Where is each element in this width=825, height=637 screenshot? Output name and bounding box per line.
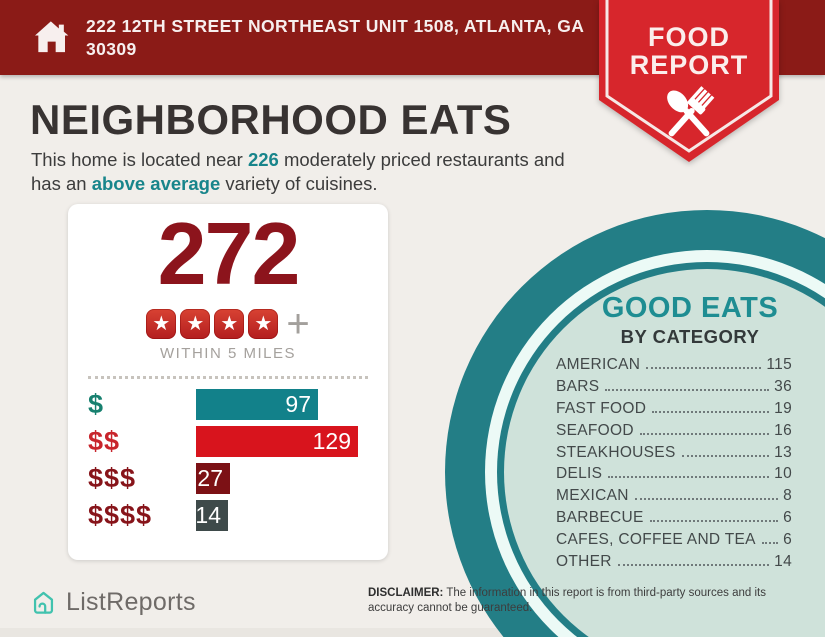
dot-leader <box>617 564 770 567</box>
dot-leader <box>646 367 762 369</box>
price-level-label: $ <box>88 389 105 419</box>
category-count: 115 <box>766 356 792 373</box>
category-label: SEAFOOD <box>556 421 634 439</box>
plus-icon: + <box>286 302 310 346</box>
radius-label: WITHIN 5 MILES <box>159 345 296 362</box>
good-eats-subtitle: BY CATEGORY <box>620 326 760 347</box>
category-row: CAFES, COFFEE AND TEA 6 <box>556 531 792 553</box>
badge-text-food: FOOD <box>648 22 730 52</box>
restaurant-summary-card: 272 ★ ★ ★ ★ + WITHIN 5 MILES $97 $$ 129 $$$ 27 $$… <box>68 204 388 560</box>
disclaimer-text: The information in this report is from t… <box>368 587 766 615</box>
category-row: MEXICAN 8 <box>556 487 792 509</box>
variety-rating: above average <box>91 173 221 195</box>
category-row: BARBECUE 6 <box>556 509 792 531</box>
intro-sentence: This home is located near 226 moderately… <box>31 148 596 197</box>
category-count: 6 <box>783 531 792 549</box>
bar-row-$$$$: $$$$ 14 <box>88 500 368 531</box>
category-count: 36 <box>774 377 792 395</box>
category-label: FAST FOOD <box>556 399 647 417</box>
bar-fill: 97 <box>196 389 318 420</box>
food-report-badge: FOOD REPORT <box>599 0 779 164</box>
category-row: STEAKHOUSES 13 <box>556 444 792 466</box>
category-row: SEAFOOD 16 <box>556 422 792 444</box>
disclaimer-label: DISCLAIMER: <box>368 587 444 599</box>
bar-row-$$$: $$$ 27 <box>88 463 368 494</box>
restaurant-count: 226 <box>247 149 279 170</box>
property-address: 222 12TH STREET NORTHEAST UNIT 1508, ATL… <box>86 15 584 59</box>
star-icon: ★ <box>248 309 279 339</box>
dot-leader <box>634 498 779 501</box>
brand-name: ListReports <box>66 588 196 616</box>
category-count: 10 <box>774 465 792 483</box>
price-level-label: $$ <box>88 426 121 456</box>
category-label: BARS <box>556 377 600 395</box>
dot-leader <box>608 476 770 479</box>
page-title: NEIGHBORHOOD EATS <box>30 96 512 143</box>
star-rating: ★ ★ ★ ★ + <box>68 302 388 346</box>
category-row: FAST FOOD 19 <box>556 400 792 422</box>
disclaimer: DISCLAIMER: The information in this repo… <box>368 586 796 616</box>
badge-text-report: REPORT <box>629 50 749 80</box>
price-level-label: $$$ <box>88 463 137 493</box>
intro-mid: moderately priced restaurants and has an <box>31 149 565 195</box>
category-count: 14 <box>774 553 792 571</box>
category-row: OTHER 14 <box>556 553 792 575</box>
category-label: MEXICAN <box>556 487 629 505</box>
intro-pre: This home is located near <box>31 149 248 170</box>
price-level-bar-chart: $97 $$ 129 $$$ 27 $$$$ 14 <box>88 389 368 537</box>
category-count: 13 <box>774 443 792 461</box>
category-row: AMERICAN 115 <box>556 356 792 378</box>
star-icon: ★ <box>146 309 177 339</box>
intro-post: variety of cuisines. <box>220 173 378 195</box>
star-icon: ★ <box>180 309 211 339</box>
category-count: 19 <box>774 399 792 417</box>
bar-fill: 129 <box>196 426 358 457</box>
category-count: 6 <box>783 509 792 527</box>
brand-footer: ListReports <box>30 588 196 617</box>
category-count: 16 <box>774 421 792 439</box>
category-label: STEAKHOUSES <box>556 443 676 461</box>
dot-leader <box>605 388 770 391</box>
category-count: 8 <box>783 487 792 505</box>
category-row: DELIS 10 <box>556 465 792 487</box>
utensils-icon <box>667 86 715 137</box>
category-label: AMERICAN <box>556 356 641 373</box>
total-restaurant-count: 272 <box>157 204 301 303</box>
category-label: DELIS <box>556 465 603 483</box>
bar-row-$$: $$ 129 <box>88 426 368 457</box>
dot-leader <box>639 432 770 435</box>
dot-leader <box>649 520 779 523</box>
category-label: BARBECUE <box>556 509 644 527</box>
bar-fill: 27 <box>196 463 230 494</box>
category-row: BARS 36 <box>556 378 792 400</box>
good-eats-category-list: AMERICAN 115 BARS 36 FAST FOOD 19 SEAFOOD 16 STE… <box>556 356 792 575</box>
home-icon <box>35 20 69 52</box>
dot-leader <box>761 542 779 545</box>
listreports-logo-icon <box>33 591 54 614</box>
footer-band <box>0 628 825 637</box>
dot-leader <box>681 454 770 457</box>
ribbon-shape <box>599 0 779 162</box>
bar-row-$: $97 <box>88 389 368 420</box>
dotted-divider <box>88 376 368 379</box>
good-eats-title: GOOD EATS <box>601 292 779 324</box>
category-label: OTHER <box>556 553 612 571</box>
bar-fill: 14 <box>195 500 228 531</box>
dot-leader <box>652 410 770 413</box>
star-icon: ★ <box>214 309 245 339</box>
price-level-label: $$$$ <box>88 500 153 530</box>
category-label: CAFES, COFFEE AND TEA <box>556 531 756 549</box>
